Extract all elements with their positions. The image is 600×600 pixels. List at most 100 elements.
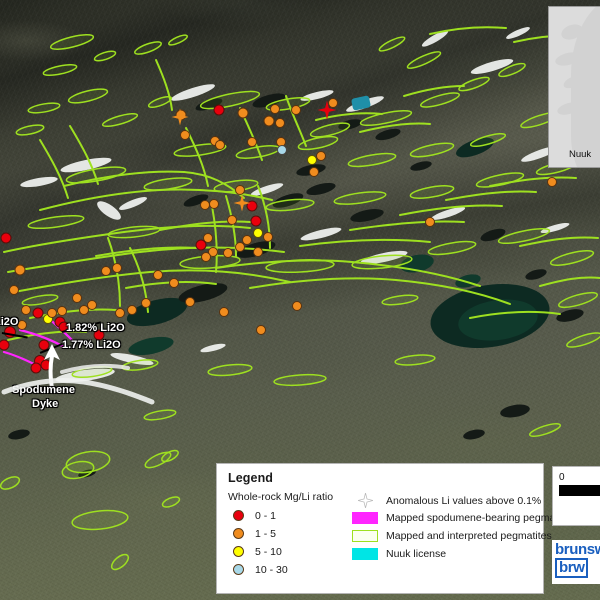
sample-point[interactable] — [112, 263, 122, 273]
legend-item-anomalous[interactable]: Anomalous Li values above 0.1% — [352, 492, 569, 509]
sample-point[interactable] — [32, 307, 44, 319]
sample-point[interactable] — [141, 298, 151, 308]
sample-point[interactable] — [185, 297, 195, 307]
legend-panel[interactable]: Legend Whole-rock Mg/Li ratio 0 - 1 1 - … — [216, 463, 569, 594]
sample-point[interactable] — [201, 252, 211, 262]
legend-class-label: 1 - 5 — [255, 527, 277, 540]
sample-point[interactable] — [270, 104, 280, 114]
legend-item-label: Nuuk license — [386, 548, 447, 560]
glacier-streaks — [1, 363, 155, 405]
sample-point[interactable] — [223, 248, 233, 258]
swatch-pegmatite-outline — [352, 530, 378, 542]
logo-line-1: brunsw — [555, 541, 600, 558]
sample-point[interactable] — [316, 151, 326, 161]
swatch-magenta — [352, 512, 378, 524]
sample-point[interactable] — [0, 232, 12, 244]
scale-start-label: 0 — [559, 472, 565, 483]
sample-point[interactable] — [256, 325, 266, 335]
sample-point[interactable] — [235, 242, 245, 252]
inset-place-label: Nuuk — [569, 149, 592, 160]
sample-point[interactable] — [87, 300, 97, 310]
sample-point[interactable] — [213, 104, 225, 116]
sample-point[interactable] — [425, 217, 435, 227]
pegmatite-lineaments — [3, 26, 600, 341]
scale-bar — [559, 485, 600, 496]
sample-point[interactable] — [101, 266, 111, 276]
legend-item-label: Mapped and interpreted pegmatites — [386, 530, 552, 542]
anomalous-li-star-icon[interactable] — [233, 194, 251, 212]
legend-item-label: Anomalous Li values above 0.1% — [386, 494, 542, 507]
legend-class-label: 0 - 1 — [255, 509, 277, 522]
legend-swatch-red — [233, 510, 244, 522]
legend-swatch-yellow — [233, 546, 244, 558]
sample-point[interactable] — [14, 264, 26, 276]
sample-point[interactable] — [309, 167, 319, 177]
sample-point[interactable] — [180, 130, 190, 140]
sample-point[interactable] — [277, 145, 287, 155]
legend-class-label: 5 - 10 — [255, 545, 282, 558]
swatch-cyan — [352, 548, 378, 560]
sample-point[interactable] — [215, 140, 225, 150]
sample-point[interactable] — [127, 305, 137, 315]
logo-line-2: brw — [555, 557, 589, 578]
legend-class-row[interactable]: 5 - 10 — [228, 543, 352, 561]
scale-end-label: 0 — [559, 497, 600, 508]
scale-bar-panel: 0 0 — [552, 466, 600, 526]
sample-point[interactable] — [328, 98, 338, 108]
spodumene-dyke-arrow — [44, 344, 60, 390]
star-icon — [352, 493, 378, 508]
sample-point[interactable] — [242, 235, 252, 245]
sample-point[interactable] — [153, 270, 163, 280]
legend-class-row[interactable]: 1 - 5 — [228, 525, 352, 543]
sample-point[interactable] — [195, 239, 207, 251]
legend-class-row[interactable]: 10 - 30 — [228, 561, 352, 579]
sample-point[interactable] — [93, 329, 105, 341]
legend-item-label: Mapped spodumene-bearing pegmatite — [386, 512, 570, 524]
sample-point[interactable] — [547, 177, 557, 187]
sample-point[interactable] — [263, 232, 273, 242]
sample-point[interactable] — [235, 185, 245, 195]
sample-point[interactable] — [227, 215, 237, 225]
legend-right-column: Anomalous Li values above 0.1% Mapped sp… — [352, 492, 569, 579]
sample-point[interactable] — [0, 339, 10, 351]
sample-point[interactable] — [17, 320, 27, 330]
sample-point[interactable] — [57, 306, 67, 316]
sample-point[interactable] — [21, 305, 31, 315]
sample-point[interactable] — [209, 199, 219, 209]
sample-point[interactable] — [275, 118, 285, 128]
label-li2o-177: 1.77% Li2O — [62, 339, 121, 351]
sample-point[interactable] — [169, 278, 179, 288]
sample-point[interactable] — [115, 308, 125, 318]
anomalous-li-star-icon[interactable] — [317, 100, 337, 120]
sample-point[interactable] — [237, 107, 249, 119]
sample-point[interactable] — [219, 307, 229, 317]
sample-point[interactable] — [79, 305, 89, 315]
sample-point[interactable] — [253, 228, 263, 238]
legend-title: Legend — [228, 471, 274, 485]
sample-point[interactable] — [291, 105, 301, 115]
sample-point[interactable] — [30, 362, 42, 374]
sample-point[interactable] — [250, 215, 262, 227]
legend-left-column: Whole-rock Mg/Li ratio 0 - 1 1 - 5 5 - 1… — [228, 491, 352, 579]
sample-point[interactable] — [47, 308, 57, 318]
sample-point[interactable] — [292, 301, 302, 311]
sample-point[interactable] — [9, 285, 19, 295]
label-li2o-clipped: Li2O — [0, 316, 19, 328]
company-logo: brunsw brw — [552, 540, 600, 584]
anomalous-li-star-icon[interactable] — [171, 108, 189, 126]
legend-item-nuuk-license[interactable]: Nuuk license — [352, 545, 569, 563]
sample-point[interactable] — [253, 247, 263, 257]
inset-locator-map[interactable]: Nuuk — [548, 6, 600, 168]
sample-point[interactable] — [263, 115, 275, 127]
sample-point[interactable] — [307, 155, 317, 165]
sample-point[interactable] — [246, 200, 258, 212]
sample-point[interactable] — [72, 293, 82, 303]
sample-point[interactable] — [247, 137, 257, 147]
legend-item-pegmatites[interactable]: Mapped and interpreted pegmatites — [352, 527, 569, 545]
legend-swatch-blue — [233, 564, 244, 576]
sample-point[interactable] — [203, 233, 213, 243]
legend-class-row[interactable]: 0 - 1 — [228, 507, 352, 525]
legend-item-spodumene[interactable]: Mapped spodumene-bearing pegmatite — [352, 509, 569, 527]
label-spodumene-dyke-line2: Dyke — [32, 398, 59, 410]
